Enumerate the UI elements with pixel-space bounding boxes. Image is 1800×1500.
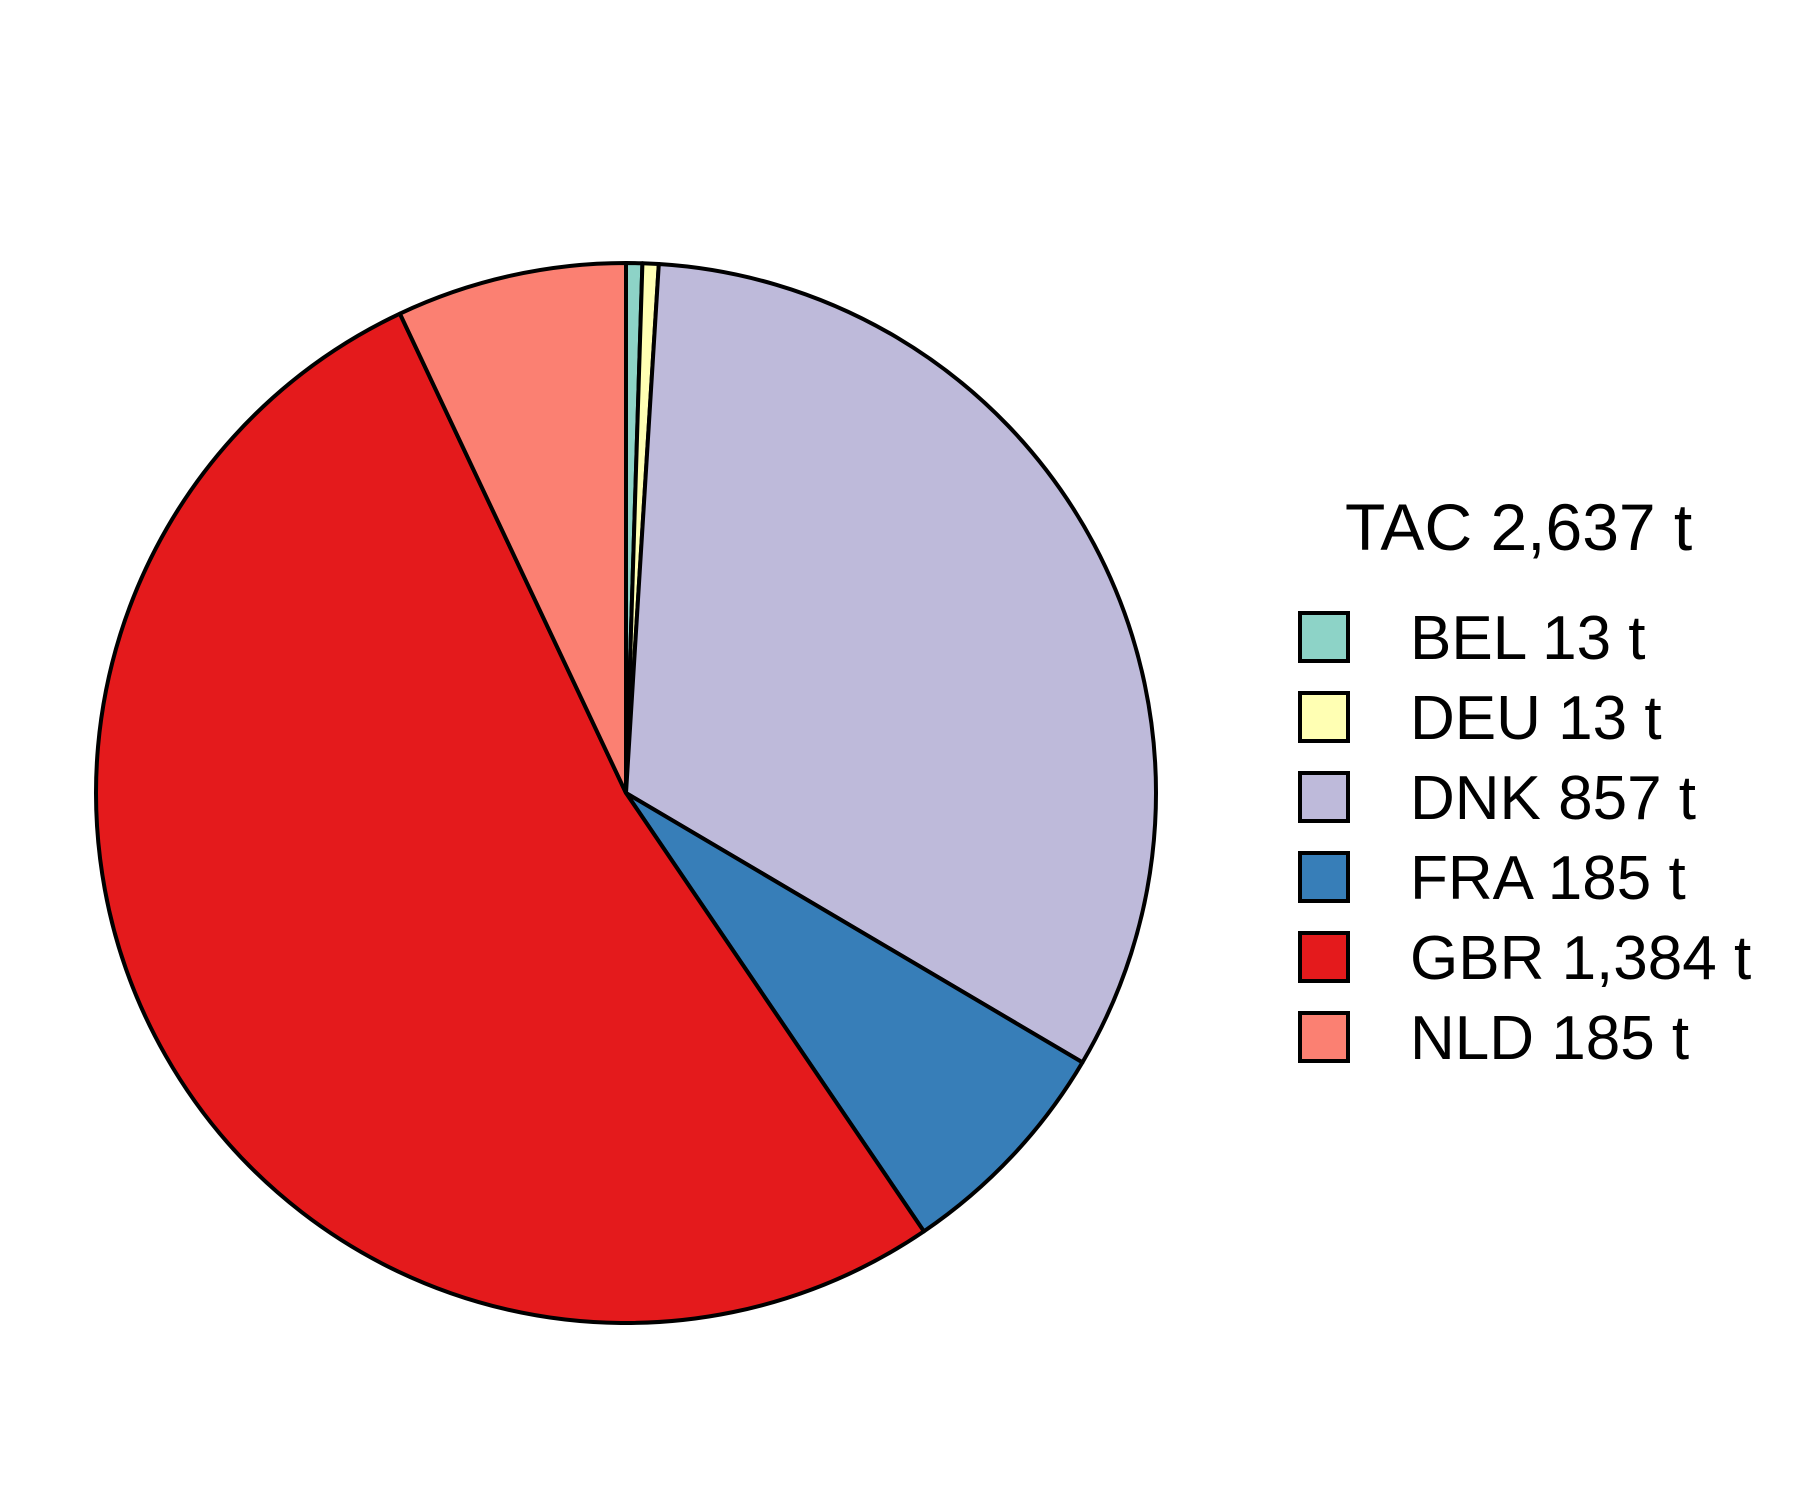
- legend-swatch-fra: [1298, 851, 1350, 903]
- legend-label-fra: FRA 185 t: [1410, 844, 1686, 913]
- legend-title: TAC 2,637 t: [1345, 490, 1692, 564]
- legend-swatch-dnk: [1298, 771, 1350, 823]
- legend-label-dnk: DNK 857 t: [1410, 764, 1696, 833]
- legend: TAC 2,637 t BEL 13 t DEU 13 t DNK 857 t FRA…: [1298, 490, 1751, 1073]
- pie-slice-nld: [397, 261, 628, 795]
- legend-swatch-nld: [1298, 1011, 1350, 1063]
- pie-slice-gbr: [94, 311, 926, 1325]
- legend-label-bel: BEL 13 t: [1410, 604, 1646, 673]
- legend-items: BEL 13 t DEU 13 t DNK 857 t FRA 185 t GBR 1,…: [1298, 604, 1751, 1073]
- legend-label-nld: NLD 185 t: [1410, 1004, 1689, 1073]
- legend-label-gbr: GBR 1,384 t: [1410, 924, 1751, 993]
- legend-swatch-deu: [1298, 691, 1350, 743]
- pie-slice-dnk: [624, 262, 1158, 1065]
- legend-label-deu: DEU 13 t: [1410, 684, 1662, 753]
- pie-slices: [94, 261, 1158, 1325]
- pie-slice-fra: [624, 791, 1085, 1234]
- legend-swatch-bel: [1298, 611, 1350, 663]
- legend-swatch-gbr: [1298, 931, 1350, 983]
